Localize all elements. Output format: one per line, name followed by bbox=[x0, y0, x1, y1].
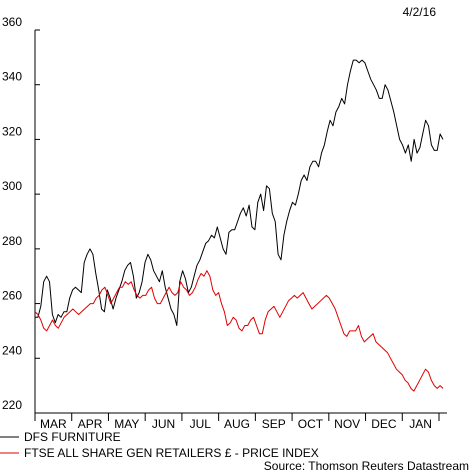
x-tick-label: APR bbox=[78, 417, 103, 431]
series-lines bbox=[34, 59, 444, 392]
chart-date-label: 4/2/16 bbox=[403, 5, 437, 19]
x-tick-label: OCT bbox=[298, 417, 324, 431]
y-tick-label: 220 bbox=[2, 398, 22, 412]
x-tick-label: MAY bbox=[114, 417, 139, 431]
y-tick-label: 240 bbox=[2, 343, 22, 357]
x-tick-label: DEC bbox=[371, 417, 397, 431]
source-note: Source: Thomson Reuters Datastream bbox=[264, 459, 469, 473]
x-tick-label: SEP bbox=[262, 417, 286, 431]
y-axis-ticks: 220 240 260 280 300 320 340 360 bbox=[2, 15, 40, 414]
x-tick-label: NOV bbox=[334, 417, 360, 431]
x-tick-label: MAR bbox=[40, 417, 67, 431]
legend: DFS FURNITURE FTSE ALL SHARE GEN RETAILE… bbox=[0, 430, 319, 460]
y-tick-label: 320 bbox=[2, 124, 22, 138]
legend-label-ftse: FTSE ALL SHARE GEN RETAILERS £ - PRICE I… bbox=[24, 446, 319, 460]
y-tick-label: 360 bbox=[2, 15, 22, 29]
plot-area bbox=[34, 30, 447, 414]
legend-label-dfs: DFS FURNITURE bbox=[24, 430, 121, 444]
y-tick-label: 280 bbox=[2, 234, 22, 248]
x-tick-label: JUL bbox=[190, 417, 212, 431]
x-axis-ticks: MAR APR MAY JUN JUL AUG SEP OCT NOV DEC JAN bbox=[34, 413, 440, 431]
series-line-dfs-furniture bbox=[35, 59, 444, 326]
x-tick-label: AUG bbox=[224, 417, 250, 431]
y-tick-label: 260 bbox=[2, 289, 22, 303]
x-tick-label: JAN bbox=[409, 417, 432, 431]
series-line-ftse-gen-retailers bbox=[34, 270, 444, 392]
y-tick-label: 300 bbox=[2, 179, 22, 193]
y-tick-label: 340 bbox=[2, 70, 22, 84]
x-tick-label: JUN bbox=[152, 417, 175, 431]
